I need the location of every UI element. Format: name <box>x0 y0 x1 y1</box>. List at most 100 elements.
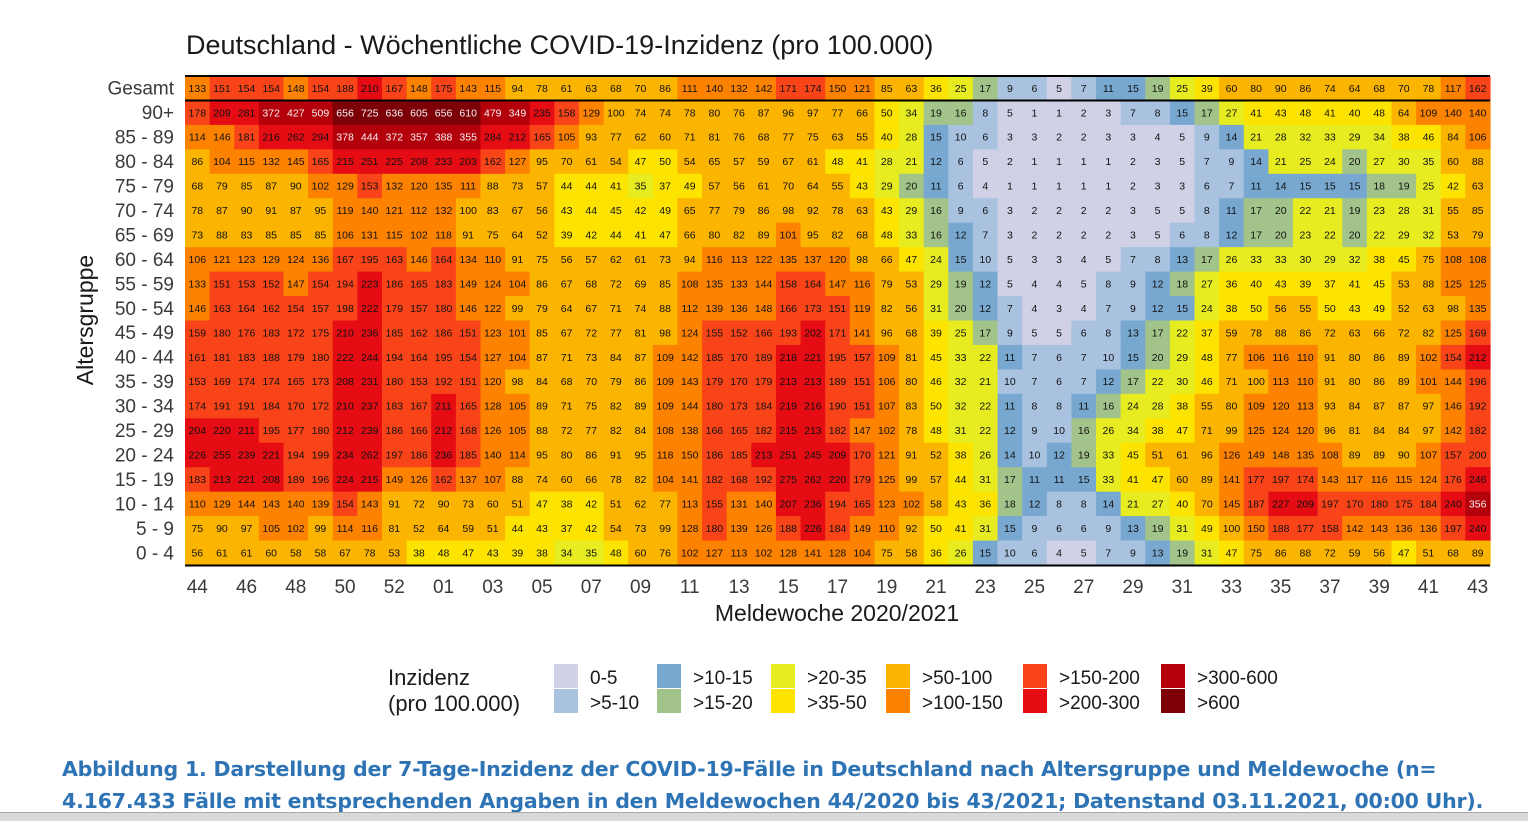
cell-value-label: 143 <box>361 498 379 510</box>
cell-value-label: 144 <box>238 498 256 510</box>
cell-value-label: 23 <box>1299 230 1311 242</box>
cell-value-label: 34 <box>1373 132 1385 144</box>
cell-value-label: 63 <box>906 83 918 95</box>
cell-value-label: 51 <box>1152 450 1164 462</box>
heatmap-cell <box>406 100 432 126</box>
cell-value-label: 84 <box>610 352 622 364</box>
heatmap-cell <box>1194 124 1220 150</box>
cell-value-label: 222 <box>361 303 379 315</box>
cell-value-label: 2 <box>1056 205 1062 217</box>
cell-value-label: 86 <box>536 278 548 290</box>
heatmap-cell <box>381 320 408 346</box>
y-tick-label: 30 - 34 <box>115 397 175 418</box>
cell-value-label: 12 <box>1152 278 1164 290</box>
heatmap-cell <box>431 222 457 248</box>
heatmap-cell <box>997 320 1023 346</box>
cell-value-label: 109 <box>656 401 674 413</box>
cell-value-label: 120 <box>829 254 847 266</box>
cell-value-label: 5 <box>1105 254 1111 266</box>
cell-value-label: 149 <box>459 278 477 290</box>
heatmap-cell <box>1120 222 1146 248</box>
heatmap-cell <box>1440 76 1466 102</box>
cell-value-label: 186 <box>410 450 428 462</box>
cell-value-label: 33 <box>1250 254 1262 266</box>
heatmap-cell <box>1219 247 1245 273</box>
heatmap-cell <box>1391 271 1417 297</box>
cell-value-label: 7 <box>1081 83 1087 95</box>
heatmap-cell <box>505 247 531 273</box>
cell-value-label: 22 <box>1299 205 1311 217</box>
cell-value-label: 38 <box>1373 254 1385 266</box>
heatmap-cell <box>308 271 334 297</box>
heatmap-cell <box>1194 271 1220 297</box>
cell-value-label: 102 <box>903 498 921 510</box>
cell-value-label: 51 <box>512 498 524 510</box>
heatmap-cell <box>800 247 826 273</box>
cell-value-label: 121 <box>386 205 404 217</box>
heatmap-cell <box>1169 247 1196 273</box>
heatmap-cell <box>800 76 826 102</box>
heatmap-cell <box>997 76 1023 102</box>
cell-value-label: 54 <box>610 156 622 168</box>
heatmap-cell <box>283 222 309 248</box>
cell-value-label: 32 <box>1299 132 1311 144</box>
legend-label: >100-150 <box>922 693 1003 714</box>
cell-value-label: 35 <box>635 181 647 193</box>
heatmap-cell <box>899 296 925 322</box>
heatmap-cell <box>1366 247 1393 273</box>
cell-value-label: 20 <box>1349 156 1361 168</box>
heatmap-cell <box>1366 76 1393 102</box>
heatmap-cell <box>726 198 752 224</box>
cell-value-label: 55 <box>832 181 844 193</box>
heatmap-cell <box>1120 76 1146 102</box>
heatmap-cell <box>1169 100 1196 126</box>
heatmap-cell <box>381 124 408 150</box>
heatmap-cell <box>1046 222 1073 248</box>
cell-value-label: 86 <box>659 83 671 95</box>
x-tick-label: 33 <box>1221 577 1242 598</box>
heatmap-cell <box>1071 76 1097 102</box>
heatmap-cell <box>258 320 285 346</box>
cell-value-label: 39 <box>1201 83 1213 95</box>
cell-value-label: 48 <box>1201 352 1213 364</box>
heatmap-cell <box>1317 76 1343 102</box>
heatmap-cell <box>480 198 506 224</box>
cell-value-label: 59 <box>1226 327 1238 339</box>
heatmap-cell <box>431 320 457 346</box>
x-tick-label: 03 <box>482 577 503 598</box>
cell-value-label: 2 <box>1007 156 1013 168</box>
cell-value-label: 153 <box>410 376 428 388</box>
heatmap-cell <box>1169 222 1196 248</box>
cell-value-label: 5 <box>1155 230 1161 242</box>
cell-value-label: 5 <box>1056 327 1062 339</box>
cell-value-label: 58 <box>290 547 302 559</box>
heatmap-cell <box>1169 296 1196 322</box>
heatmap-cell <box>702 296 728 322</box>
cell-value-label: 22 <box>1176 327 1188 339</box>
cell-value-label: 6 <box>1056 376 1062 388</box>
cell-value-label: 95 <box>807 230 819 242</box>
heatmap-cell <box>1268 271 1294 297</box>
cell-value-label: 70 <box>782 181 794 193</box>
cell-value-label: 87 <box>536 352 548 364</box>
cell-value-label: 81 <box>709 132 721 144</box>
cell-value-label: 7 <box>1130 107 1136 119</box>
cell-value-label: 6 <box>1081 327 1087 339</box>
heatmap-cell <box>1293 100 1319 126</box>
cell-value-label: 32 <box>955 376 967 388</box>
cell-value-label: 163 <box>213 303 231 315</box>
cell-value-label: 9 <box>1007 327 1013 339</box>
cell-value-label: 5 <box>1081 278 1087 290</box>
cell-value-label: 57 <box>733 156 745 168</box>
cell-value-label: 124 <box>1420 474 1438 486</box>
cell-value-label: 56 <box>191 547 203 559</box>
heatmap-cell <box>775 198 802 224</box>
cell-value-label: 3 <box>1032 254 1038 266</box>
heatmap-cell <box>1120 271 1146 297</box>
cell-value-label: 171 <box>779 83 797 95</box>
cell-value-label: 82 <box>635 474 647 486</box>
cell-value-label: 129 <box>262 254 280 266</box>
heatmap-cell <box>997 100 1023 126</box>
heatmap-cell <box>652 76 679 102</box>
heatmap-cell <box>702 149 728 175</box>
